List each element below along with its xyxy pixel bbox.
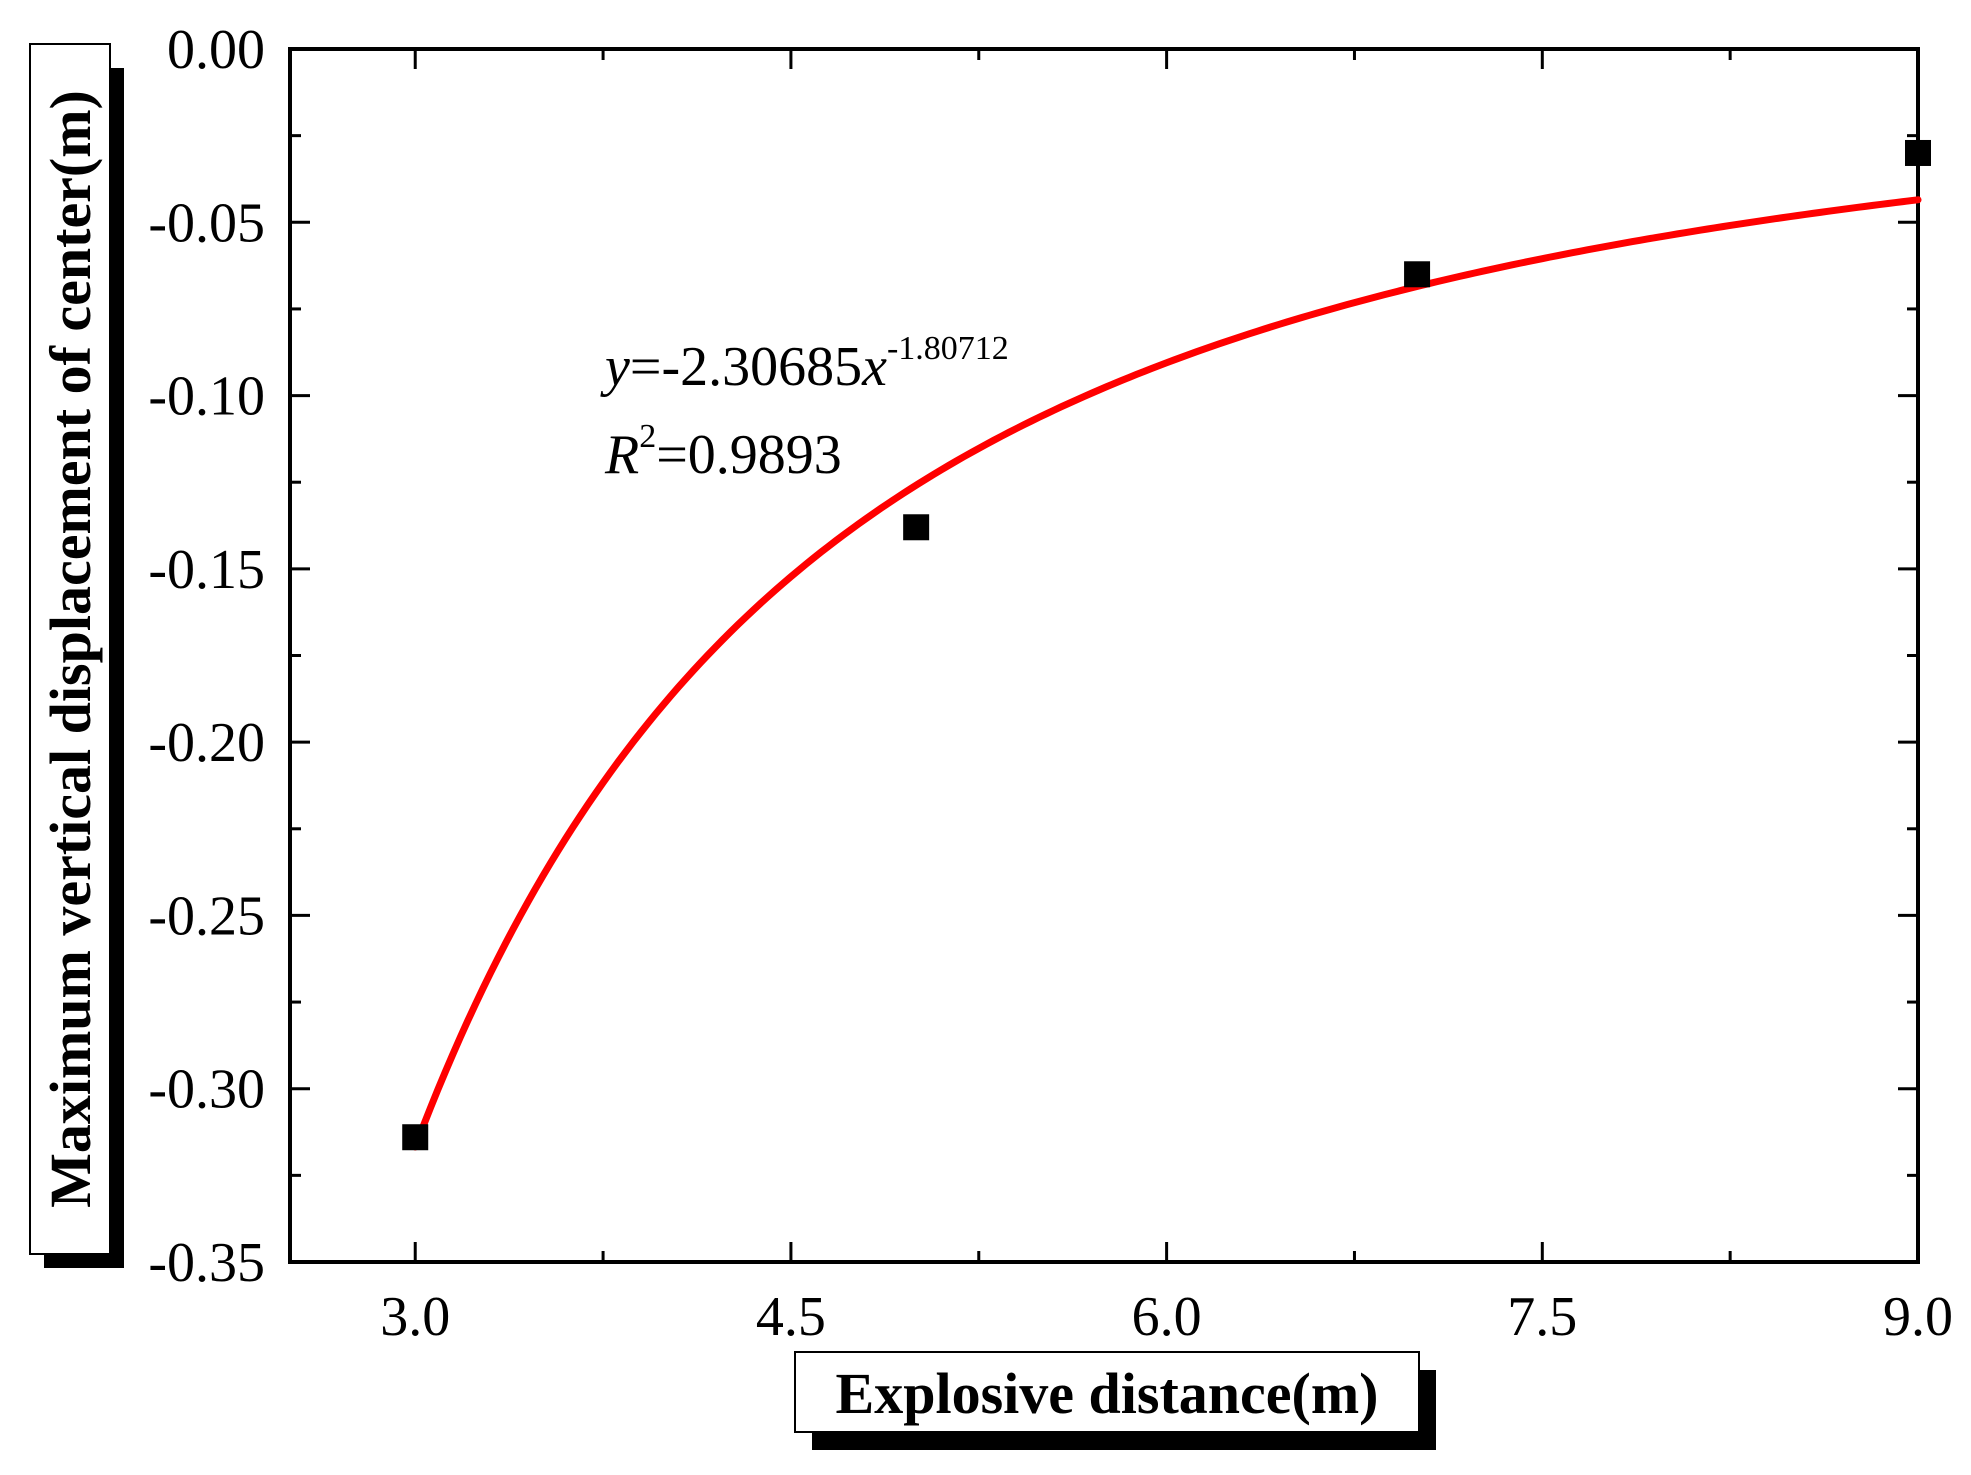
x-tick-label: 4.5 [756, 1286, 826, 1348]
y-tick-label: -0.30 [148, 1059, 265, 1121]
eq-coefficient: =-2.30685 [630, 336, 862, 398]
y-tick-label: -0.05 [148, 192, 265, 254]
fit-curve [411, 196, 1922, 1151]
r2-superscript: 2 [639, 418, 656, 455]
data-point [1905, 139, 1931, 166]
plot-frame [288, 47, 1920, 1264]
y-tick-label: -0.25 [148, 885, 265, 947]
plot-area-border [288, 47, 1920, 1264]
y-tick-label: -0.10 [148, 366, 265, 428]
eq-exponent: -1.80712 [887, 330, 1009, 367]
x-axis-title-box: Explosive distance(m) [794, 1351, 1436, 1450]
fit-curve-layer [411, 196, 1922, 1151]
y-tick-label: 0.00 [167, 19, 265, 81]
y-tick-label: -0.35 [148, 1232, 265, 1294]
fit-equation: y=-2.30685x-1.80712 [600, 330, 1009, 398]
x-axis-title: Explosive distance(m) [836, 1361, 1379, 1426]
x-tick-label: 7.5 [1507, 1286, 1577, 1348]
data-points [402, 139, 1931, 1151]
y-axis-ticks: 0.00 -0.05 -0.10 -0.15 -0.20 -0.25 -0.30 -0.35 [148, 19, 1918, 1294]
data-point [1404, 261, 1431, 288]
r2-symbol: R [604, 424, 639, 486]
x-tick-label: 3.0 [380, 1286, 450, 1348]
y-tick-label: -0.15 [148, 539, 265, 601]
data-point [402, 1124, 429, 1151]
r2-value: =0.9893 [656, 424, 842, 486]
y-axis-title-box: Maximum vertical displacement of center(… [29, 43, 124, 1268]
data-point [903, 514, 930, 541]
r-squared: R2=0.9893 [604, 418, 842, 486]
y-axis-title: Maximum vertical displacement of center(… [38, 90, 103, 1208]
x-axis-ticks: 3.0 4.5 6.0 7.5 9.0 [380, 49, 1953, 1348]
eq-x-var: x [861, 336, 887, 398]
x-tick-label: 9.0 [1883, 1286, 1953, 1348]
y-tick-label: -0.20 [148, 712, 265, 774]
x-tick-label: 6.0 [1132, 1286, 1202, 1348]
eq-y-var: y [600, 336, 630, 398]
